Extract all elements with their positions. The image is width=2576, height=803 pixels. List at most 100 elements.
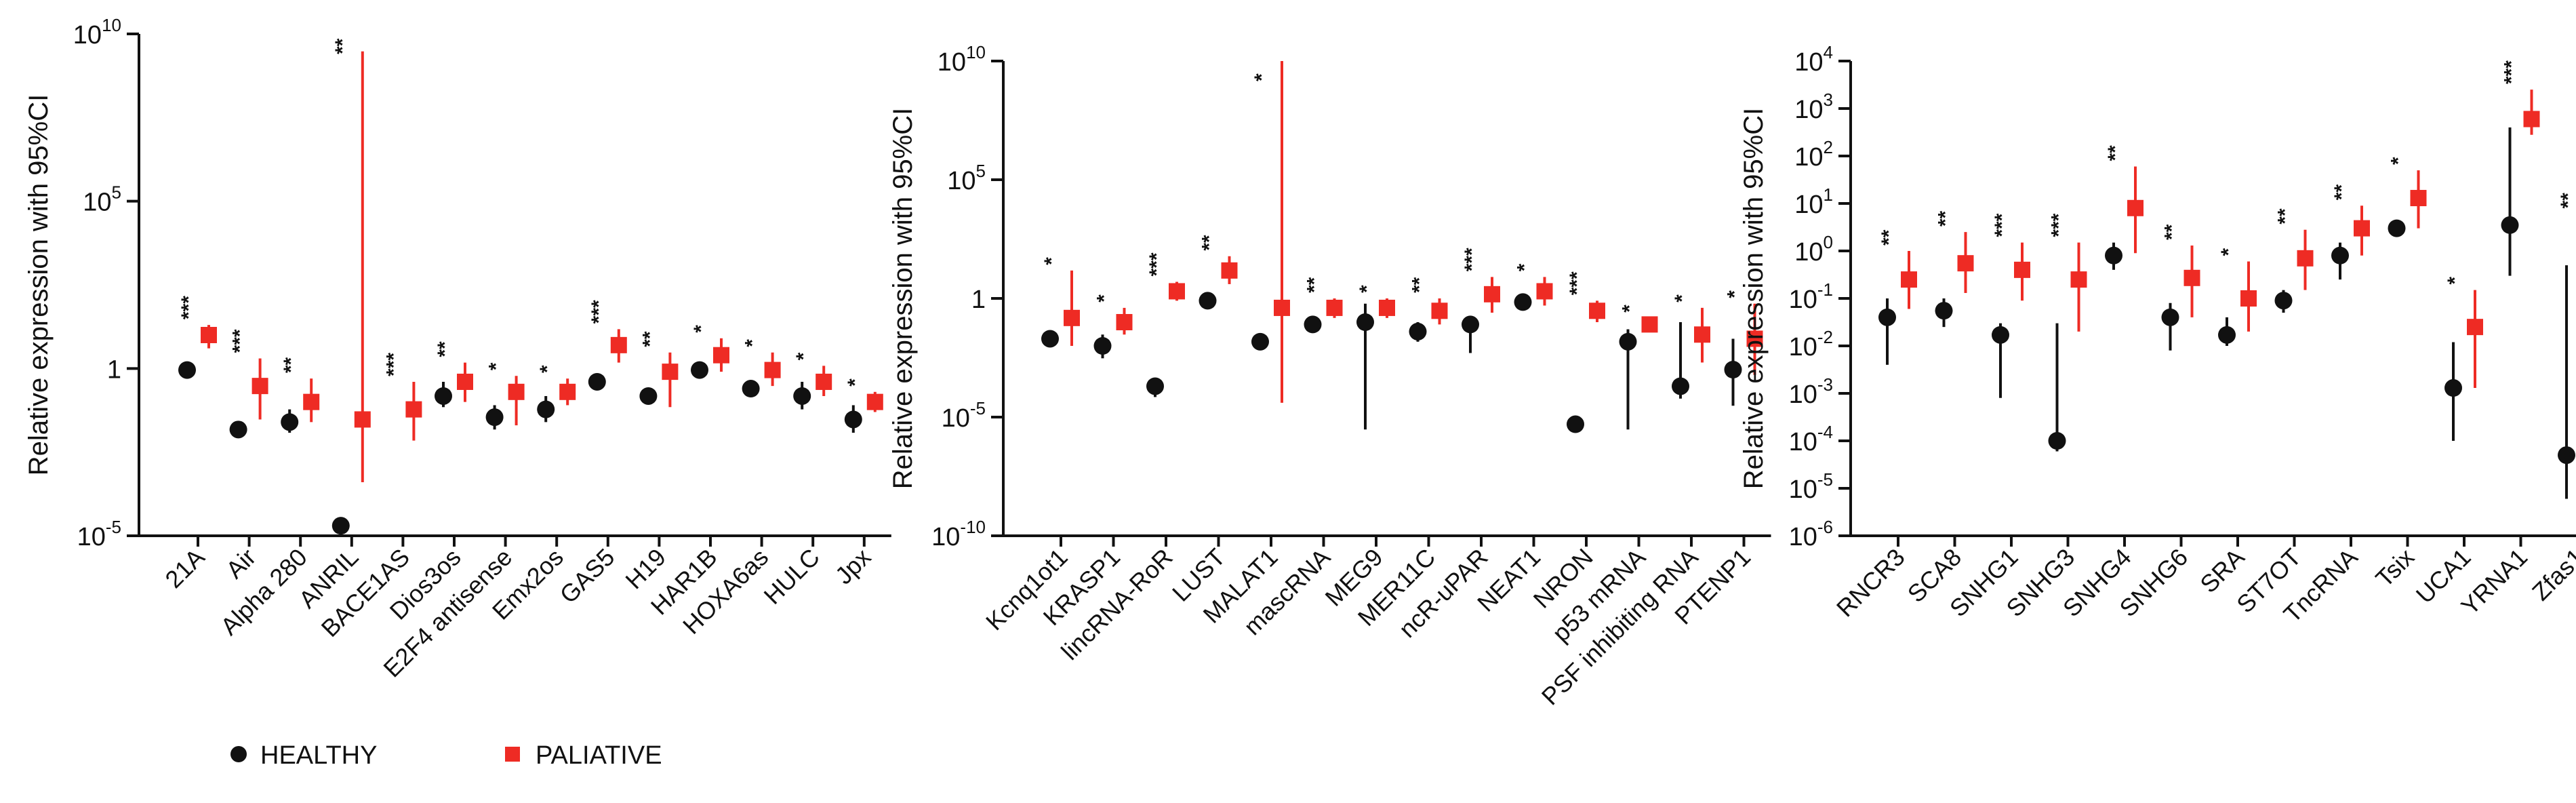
x-tick-label: Jpx: [830, 543, 877, 590]
paliative-point: [2127, 199, 2144, 216]
x-tick-label: Tsix: [2370, 543, 2419, 593]
paliative-point: [1484, 286, 1500, 302]
paliative-point: [559, 383, 576, 400]
significance-label: ***: [1146, 252, 1168, 276]
healthy-point: [485, 408, 504, 427]
healthy-point: [2558, 446, 2575, 465]
healthy-point: [2331, 246, 2349, 265]
y-tick-label: 102: [1794, 137, 1833, 172]
healthy-point: [229, 420, 247, 439]
y-axis-label: Relative expression with 95%CI: [1739, 108, 1769, 489]
significance-label: **: [434, 341, 456, 357]
paliative-point: [1169, 283, 1185, 300]
healthy-point: [1878, 308, 1896, 326]
healthy-point: [1462, 315, 1479, 334]
significance-label: *: [1093, 294, 1116, 302]
legend-healthy-marker: [230, 746, 247, 762]
significance-label: ***: [1991, 213, 2013, 237]
significance-label: ***: [229, 329, 251, 353]
healthy-point: [1093, 337, 1112, 355]
y-tick-label: 1010: [73, 15, 121, 50]
y-tick-label: 1: [107, 355, 121, 384]
paliative-point: [713, 347, 729, 364]
significance-label: *: [844, 378, 866, 387]
paliative-point: [1641, 316, 1658, 333]
paliative-point: [1746, 330, 1763, 347]
significance-label: *: [485, 362, 508, 370]
y-tick-label: 10-3: [1789, 374, 1833, 409]
healthy-point: [1409, 322, 1427, 340]
y-tick-label: 10-5: [942, 398, 986, 433]
healthy-point: [793, 387, 811, 405]
significance-label: *: [2388, 157, 2410, 165]
healthy-point: [1935, 302, 1953, 320]
healthy-point: [331, 517, 350, 535]
significance-label: **: [2104, 145, 2127, 161]
chart-panel-3: 10-6 10-5 10-4 10-3 10-2 10-1 100 101 102 103 104 R…: [1739, 42, 2576, 628]
healthy-point: [1567, 415, 1584, 433]
healthy-point: [1724, 361, 1742, 378]
significance-label: *: [2217, 248, 2240, 256]
significance-label: ***: [1461, 248, 1483, 271]
y-tick-label: 10-6: [1789, 517, 1833, 551]
legend-healthy-label: HEALTHY: [260, 741, 377, 770]
significance-label: **: [1878, 229, 1900, 246]
paliative-point: [2183, 269, 2200, 286]
y-tick-label: 104: [1794, 42, 1833, 77]
significance-label: ***: [2048, 213, 2070, 237]
healthy-point: [2218, 326, 2236, 344]
significance-label: *: [536, 365, 559, 373]
significance-label: *: [690, 325, 712, 333]
healthy-point: [844, 410, 862, 429]
legend-paliative-marker: [505, 747, 520, 762]
paliative-point: [1221, 262, 1238, 279]
paliative-point: [2523, 111, 2540, 128]
paliative-point: [1064, 309, 1080, 326]
paliative-point: [354, 411, 371, 428]
significance-label: *: [1251, 73, 1273, 81]
paliative-point: [508, 383, 525, 400]
healthy-point: [1304, 315, 1322, 334]
paliative-point: [764, 361, 781, 378]
paliative-point: [1957, 255, 1974, 272]
significance-label: *: [1671, 294, 1693, 302]
significance-label: ***: [178, 296, 200, 319]
y-tick-label: 10-10: [931, 517, 986, 551]
y-tick-label: 10-5: [1789, 469, 1833, 504]
paliative-point: [816, 373, 832, 390]
significance-label: *: [2444, 277, 2466, 285]
paliative-point: [2467, 319, 2483, 336]
healthy-point: [1672, 377, 1689, 395]
healthy-point: [2105, 246, 2122, 265]
significance-label: **: [1935, 210, 1957, 227]
significance-label: *: [1041, 257, 1063, 265]
paliative-point: [2014, 261, 2030, 278]
significance-label: *: [1724, 290, 1746, 298]
significance-label: **: [2161, 224, 2183, 240]
significance-label: **: [639, 331, 661, 347]
significance-label: ***: [1566, 271, 1588, 295]
healthy-point: [691, 361, 708, 379]
paliative-point: [2070, 271, 2087, 288]
healthy-point: [537, 400, 555, 418]
chart-panel-2: 10-10 10-5 1 105 1010 Relative expression wit…: [888, 42, 1771, 711]
significance-label: **: [280, 357, 302, 374]
paliative-point: [1431, 302, 1448, 319]
paliative-point: [457, 373, 473, 390]
paliative-point: [303, 393, 320, 410]
y-tick-label: 10-2: [1789, 327, 1833, 361]
significance-label: *: [1356, 285, 1378, 293]
y-tick-label: 10-5: [77, 517, 121, 551]
y-axis-label: Relative expression with 95%CI: [888, 108, 918, 489]
paliative-point: [866, 393, 883, 410]
significance-label: *: [1514, 263, 1536, 271]
significance-label: *: [792, 352, 815, 360]
y-tick-label: 10-1: [1789, 279, 1833, 314]
y-tick-label: 10-4: [1789, 422, 1833, 456]
paliative-point: [2297, 250, 2314, 267]
x-tick-label: RNCR3: [1831, 543, 1910, 623]
healthy-point: [2501, 216, 2519, 234]
legend-paliative-label: PALIATIVE: [536, 741, 662, 770]
x-tick-label: Zfas1: [2527, 543, 2576, 606]
